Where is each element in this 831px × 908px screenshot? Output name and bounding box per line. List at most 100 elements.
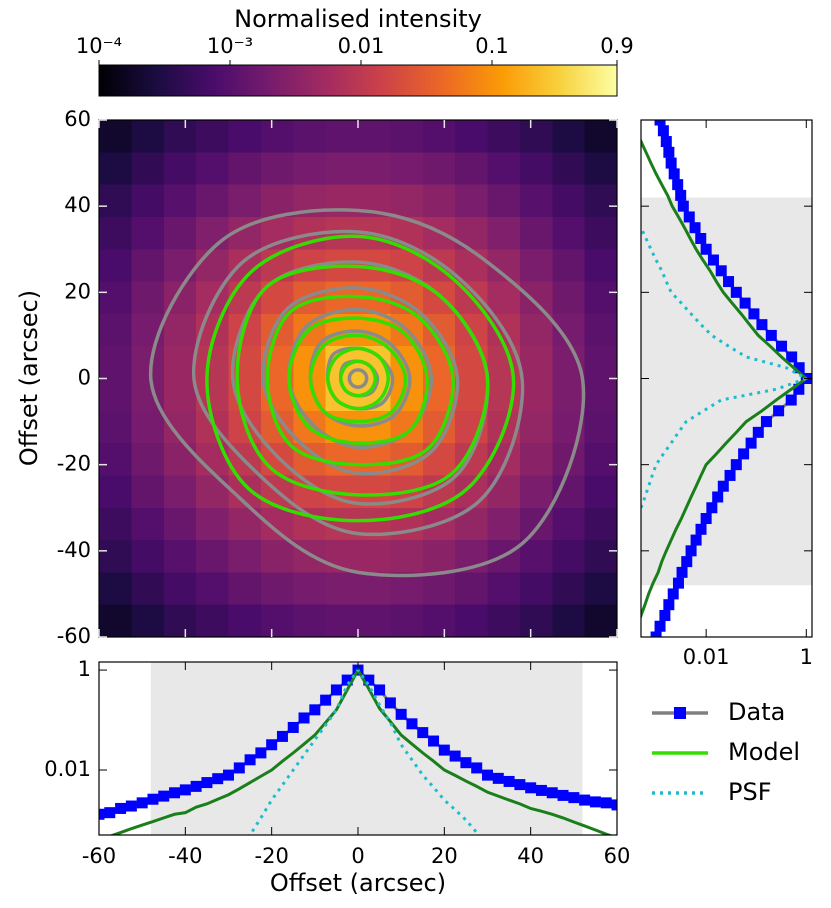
pixel (163, 346, 197, 380)
x-tick-label: 0.01 (683, 645, 730, 669)
pixel (487, 475, 521, 509)
data-point (793, 362, 805, 374)
data-point (525, 782, 537, 794)
contour (308, 333, 408, 424)
data-point (255, 747, 267, 759)
data-point (672, 179, 684, 191)
pixel (519, 313, 553, 347)
data-point (738, 448, 750, 460)
pixel (487, 572, 521, 606)
data-point (668, 168, 680, 180)
data-point (212, 773, 224, 785)
pixel (99, 120, 133, 154)
pixel (487, 184, 521, 218)
pixel (390, 572, 424, 606)
pixel (325, 604, 359, 637)
data-point (147, 793, 159, 805)
pixel (293, 120, 327, 154)
data-point (158, 790, 170, 802)
data-point (685, 545, 697, 557)
pixel (293, 152, 327, 186)
pixel (422, 120, 456, 154)
data-point (717, 480, 729, 492)
x-tick-label: 60 (604, 844, 631, 868)
data-point (201, 777, 213, 789)
pixel (163, 313, 197, 347)
colorbar-tick-label: 0.9 (600, 34, 633, 58)
pixel (519, 120, 553, 154)
pixel (358, 120, 392, 154)
pixel (99, 249, 133, 283)
pixel (325, 152, 359, 186)
pixel (260, 443, 294, 477)
pixel (293, 604, 327, 637)
pixel (325, 184, 359, 218)
x-tick-label: -20 (255, 844, 289, 868)
pixel (99, 216, 133, 250)
pixel (552, 572, 586, 606)
pixel (260, 540, 294, 574)
pixel (228, 120, 262, 154)
pixel (390, 604, 424, 637)
pixel (487, 604, 521, 637)
x-tick-label: 40 (517, 844, 544, 868)
pixel (552, 604, 586, 637)
data-point (233, 762, 245, 774)
pixel (99, 507, 133, 541)
data-point (695, 232, 707, 244)
pixel (358, 572, 392, 606)
pixel (390, 120, 424, 154)
data-point (104, 807, 116, 819)
pixel (99, 572, 133, 606)
pixel (487, 216, 521, 250)
data-point (785, 394, 797, 406)
pixel (99, 540, 133, 574)
pixel (131, 410, 165, 444)
pixel (99, 281, 133, 315)
pixel (584, 184, 617, 218)
legend-label: Model (728, 738, 800, 766)
data-point (676, 566, 688, 578)
pixel (163, 572, 197, 606)
y-tick-label: 60 (64, 107, 91, 131)
data-point (179, 784, 191, 796)
pixel (228, 184, 262, 218)
data-point (707, 254, 719, 266)
data-point (700, 243, 712, 255)
pixel (487, 152, 521, 186)
data-point (298, 712, 310, 724)
data-point (663, 599, 675, 611)
data-point (659, 609, 671, 621)
data-point (667, 588, 679, 600)
profile-line (246, 667, 481, 835)
y-tick-label: 1 (78, 657, 91, 681)
pixel (163, 120, 197, 154)
data-point (683, 211, 695, 223)
data-point (715, 265, 727, 277)
pixel (519, 604, 553, 637)
pixel (196, 120, 230, 154)
pixel (196, 216, 230, 250)
pixel (131, 184, 165, 218)
pixel (131, 572, 165, 606)
pixel (131, 540, 165, 574)
pixel (131, 152, 165, 186)
pixel (163, 443, 197, 477)
data-point (745, 437, 757, 449)
data-point (748, 308, 760, 320)
y-tick-label: -60 (57, 624, 91, 648)
data-point (417, 727, 429, 739)
x-axis-label: Offset (arcsec) (270, 869, 446, 897)
legend-label: Data (728, 698, 785, 726)
contour (205, 234, 516, 523)
pixel (584, 216, 617, 250)
data-point (557, 789, 569, 801)
pixel (196, 604, 230, 637)
pixel (99, 475, 133, 509)
image (99, 120, 617, 637)
data-point (730, 459, 742, 471)
pixel (552, 378, 586, 412)
pixel (131, 443, 165, 477)
data-point (600, 797, 612, 809)
